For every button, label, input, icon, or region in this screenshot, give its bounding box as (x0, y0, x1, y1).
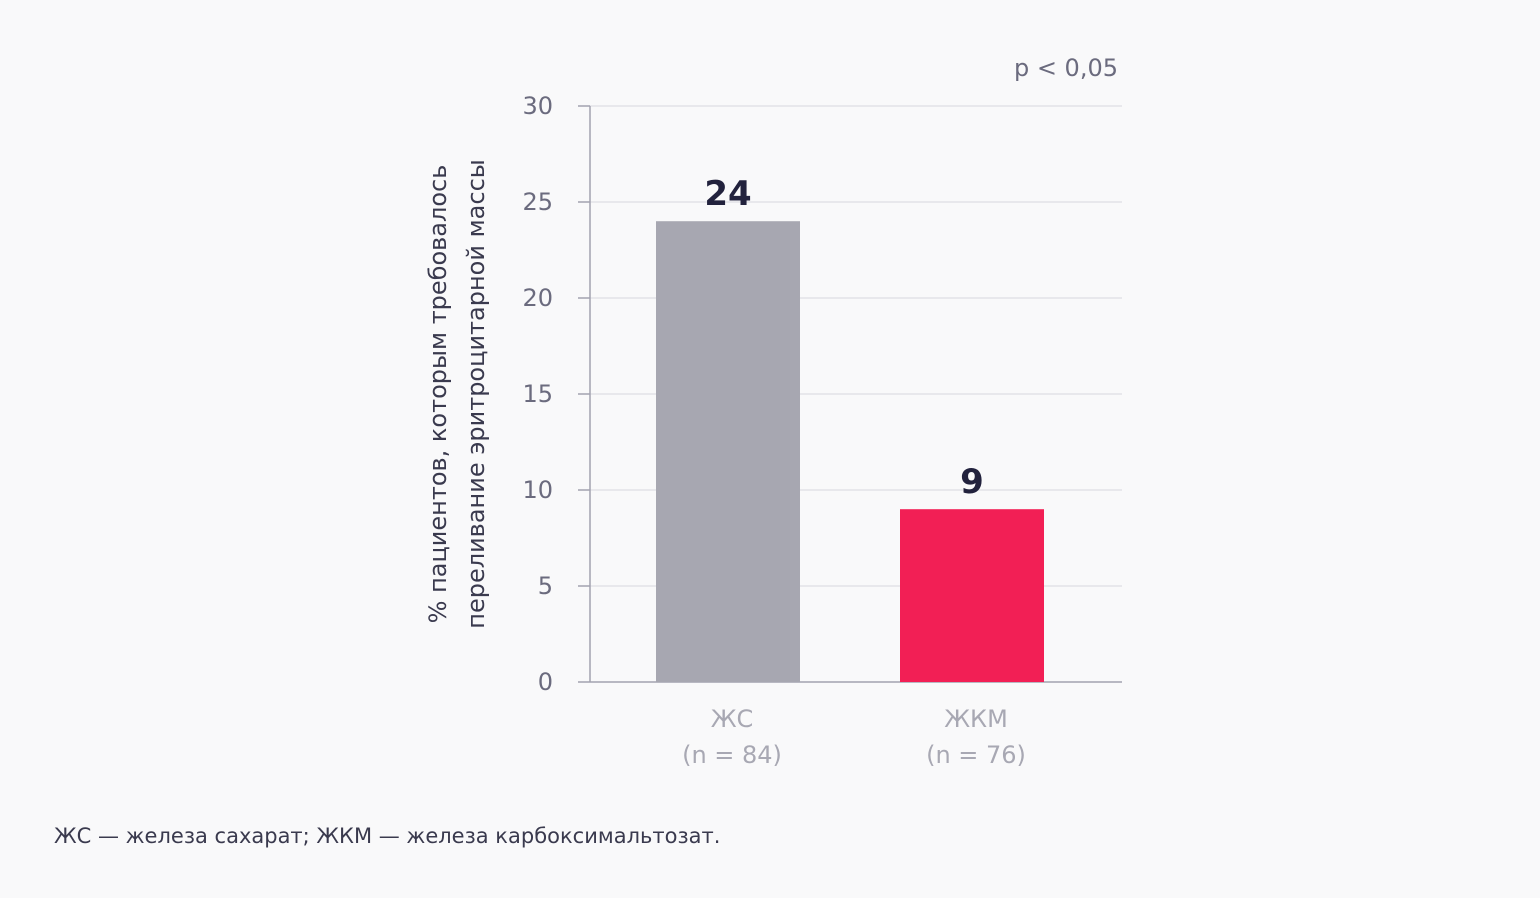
y-tick-label: 30 (522, 92, 553, 120)
p-value-annotation: p < 0,05 (1014, 54, 1118, 82)
y-axis-label-line: % пациентов, которым требовалось (424, 165, 452, 624)
y-tick-label: 15 (522, 380, 553, 408)
category-label: ЖС (711, 705, 754, 733)
bar-value-label: 9 (960, 462, 984, 502)
category-sample-size: (n = 84) (682, 741, 782, 769)
category-sample-size: (n = 76) (926, 741, 1026, 769)
bar-value-label: 24 (704, 174, 751, 214)
y-axis-label-line: переливание эритроцитарной массы (462, 159, 490, 628)
y-tick-label: 0 (538, 668, 553, 696)
bars: 24 9 (656, 174, 1044, 682)
bar (656, 221, 800, 682)
footnote: ЖС — железа сахарат; ЖКМ — железа карбок… (54, 824, 721, 848)
x-axis-labels: ЖС (n = 84) ЖКМ (n = 76) (682, 705, 1026, 769)
category-label: ЖКМ (944, 705, 1008, 733)
y-tick-label: 10 (522, 476, 553, 504)
y-tick-label: 5 (538, 572, 553, 600)
y-axis-ticks: 0 5 10 15 20 25 30 (522, 92, 590, 696)
y-tick-label: 25 (522, 188, 553, 216)
bar (900, 509, 1044, 682)
y-tick-label: 20 (522, 284, 553, 312)
bar-chart: 0 5 10 15 20 25 30 24 9 ЖС (n = 84) ЖКМ (n = 76) p… (424, 54, 1122, 769)
